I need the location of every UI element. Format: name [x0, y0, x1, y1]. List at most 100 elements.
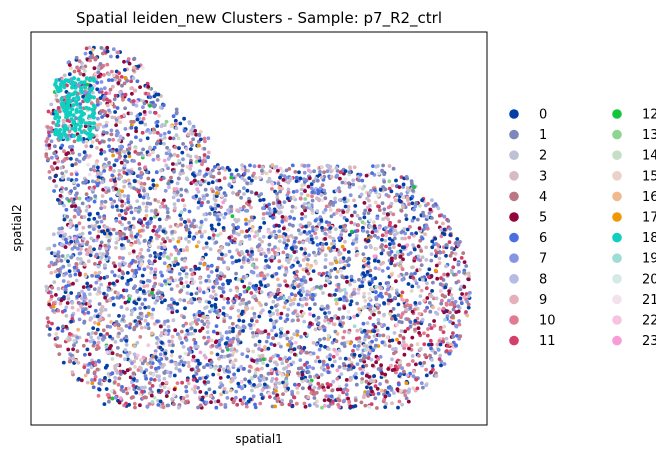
cell-point — [85, 380, 90, 385]
cell-point — [199, 203, 204, 208]
cell-point — [142, 395, 147, 400]
cell-point — [117, 169, 122, 173]
cell-point — [318, 186, 323, 191]
cell-point — [66, 151, 70, 155]
cell-point — [64, 207, 69, 212]
cell-point — [408, 225, 412, 229]
cell-point — [383, 405, 388, 409]
cell-point — [131, 371, 136, 376]
cell-point — [302, 319, 307, 324]
cell-point — [422, 342, 427, 347]
cell-point — [333, 227, 338, 232]
cell-point — [441, 330, 446, 334]
cell-point — [160, 381, 165, 386]
cell-point — [415, 217, 420, 222]
cell-point — [87, 45, 92, 50]
cell-point — [254, 257, 259, 262]
cell-point — [91, 385, 96, 390]
cell-point — [216, 313, 221, 318]
cell-point — [303, 378, 308, 383]
cell-point — [96, 165, 100, 170]
cell-point — [113, 375, 117, 380]
cell-point — [215, 274, 220, 278]
cell-point — [334, 188, 339, 193]
cell-point — [164, 391, 169, 395]
cell-point — [346, 315, 350, 320]
cell-point — [193, 384, 198, 389]
cell-point — [421, 385, 425, 390]
cell-point — [368, 345, 373, 350]
cell-point — [240, 279, 245, 284]
cell-point — [203, 187, 208, 192]
cell-point — [429, 346, 433, 351]
cell-point — [442, 272, 446, 277]
cell-point — [250, 318, 254, 323]
cell-point — [442, 362, 447, 366]
cell-point — [70, 313, 75, 318]
cell-point — [383, 238, 388, 243]
cell-point — [89, 335, 93, 340]
cell-point — [438, 250, 443, 255]
cell-point — [271, 320, 276, 325]
cell-point — [95, 80, 100, 85]
cell-point — [93, 194, 98, 199]
cell-point — [198, 261, 203, 266]
cell-point — [300, 212, 304, 216]
cell-point — [201, 159, 206, 163]
cell-point — [200, 319, 205, 324]
cell-point — [95, 138, 99, 143]
cell-point — [347, 399, 352, 404]
cell-point — [244, 301, 249, 306]
cell-point — [100, 305, 105, 309]
cell-point — [290, 204, 295, 209]
cell-point — [364, 363, 369, 368]
cell-point — [315, 285, 319, 289]
cell-point — [291, 190, 296, 194]
cell-point — [115, 352, 120, 357]
cell-point — [400, 290, 405, 295]
cell-point — [273, 245, 277, 250]
cell-point — [170, 307, 175, 312]
cell-point — [225, 396, 230, 400]
cell-point — [127, 325, 132, 330]
cell-point — [98, 316, 103, 321]
cell-point — [148, 253, 153, 258]
cell-point — [159, 270, 163, 275]
cell-point — [124, 401, 128, 406]
cell-point — [106, 288, 111, 292]
cell-point — [164, 331, 168, 335]
cell-point — [103, 263, 107, 268]
cell-point — [430, 245, 435, 250]
cell-point — [307, 403, 312, 408]
cell-point — [418, 361, 423, 366]
cell-point — [65, 214, 70, 219]
cell-point — [122, 184, 126, 189]
cell-point — [302, 202, 307, 206]
cell-point — [267, 242, 272, 247]
cell-point — [393, 317, 398, 321]
cell-point — [97, 246, 102, 251]
cell-point — [422, 298, 427, 303]
cell-point — [352, 279, 357, 284]
cell-point — [147, 402, 152, 406]
cell-point — [299, 192, 304, 196]
cell-point — [306, 163, 311, 168]
cell-point — [79, 247, 83, 252]
cell-point — [118, 175, 123, 179]
cell-point — [198, 137, 203, 142]
cell-point — [173, 245, 178, 250]
cell-point — [372, 374, 377, 378]
cell-point — [464, 264, 469, 268]
cell-point — [257, 164, 262, 169]
cell-point — [56, 197, 60, 202]
cell-point — [231, 329, 235, 334]
cell-point — [189, 147, 193, 152]
cell-point — [74, 358, 79, 363]
cell-point — [193, 340, 198, 345]
cell-point — [251, 334, 256, 339]
cell-point — [424, 367, 428, 372]
cell-point — [137, 266, 142, 271]
cell-point — [342, 398, 347, 403]
cell-point — [184, 265, 188, 270]
cell-point — [423, 353, 427, 357]
